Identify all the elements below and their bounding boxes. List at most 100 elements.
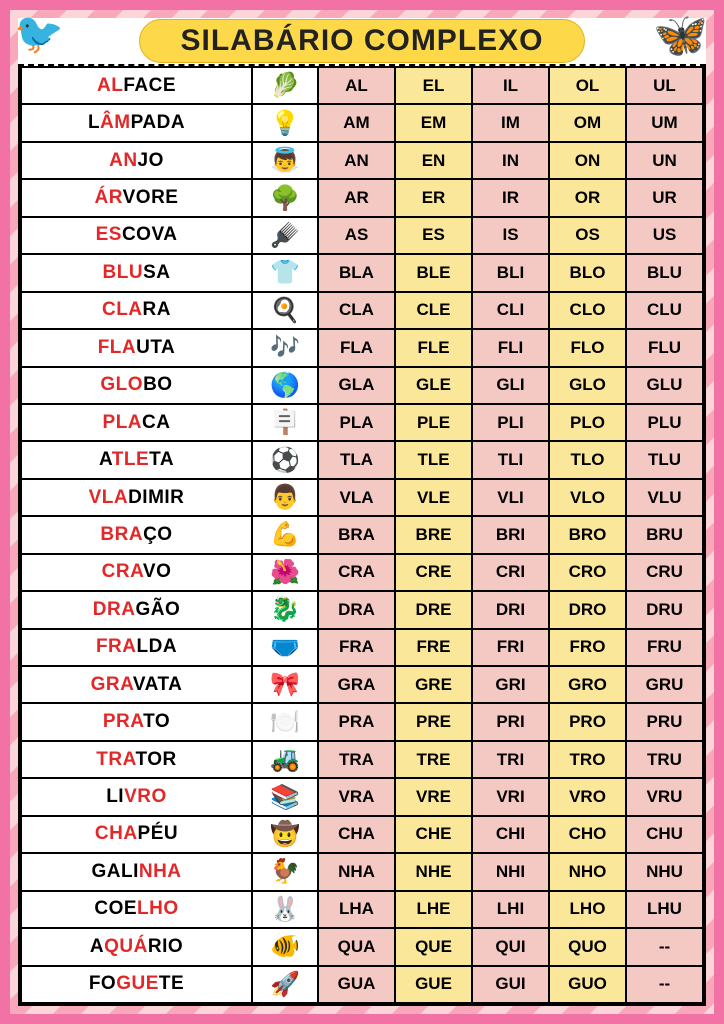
syllable-cell: TLI: [472, 441, 549, 478]
word-highlight: GRA: [91, 674, 133, 695]
word-prefix: A: [99, 449, 112, 470]
syllable-cell: PLO: [549, 404, 626, 441]
syllable-cell: PRU: [626, 703, 703, 740]
word-highlight: TRA: [96, 749, 135, 770]
zigzag-background: 🐦 SILABÁRIO COMPLEXO 🦋 ALFACE🥬ALELILOLUL…: [10, 10, 714, 1014]
syllable-cell: PLE: [395, 404, 472, 441]
syllable-cell: CHO: [549, 816, 626, 853]
word-highlight: CLA: [102, 299, 143, 320]
syllable-cell: TLE: [395, 441, 472, 478]
syllable-cell: GRA: [318, 666, 395, 703]
word-highlight: GLO: [100, 374, 143, 395]
syllable-cell: FRI: [472, 629, 549, 666]
syllable-cell: PRO: [549, 703, 626, 740]
word-icon: 🌎: [252, 367, 318, 404]
syllable-cell: LHI: [472, 891, 549, 928]
table-row: ANJO👼ANENINONUN: [21, 142, 703, 179]
syllable-cell: LHE: [395, 891, 472, 928]
word-cell: ATLETA: [21, 441, 252, 478]
table-row: BLUSA👕BLABLEBLIBLOBLU: [21, 254, 703, 291]
word-rest: CA: [142, 412, 170, 433]
word-cell: CHAPÉU: [21, 816, 252, 853]
syllable-cell: GRO: [549, 666, 626, 703]
syllable-cell: OL: [549, 67, 626, 104]
syllable-cell: CHI: [472, 816, 549, 853]
word-rest: DIMIR: [128, 487, 184, 508]
syllable-cell: BRE: [395, 516, 472, 553]
syllable-cell: NHU: [626, 853, 703, 890]
syllable-cell: NHA: [318, 853, 395, 890]
syllable-cell: GUO: [549, 966, 626, 1004]
syllable-cell: TRU: [626, 741, 703, 778]
word-icon: 🪧: [252, 404, 318, 441]
word-rest: TE: [159, 973, 184, 994]
word-highlight: QUÁ: [104, 936, 148, 957]
word-icon: 📚: [252, 778, 318, 815]
word-cell: AQUÁRIO: [21, 928, 252, 965]
word-icon: 🤠: [252, 816, 318, 853]
word-cell: FLAUTA: [21, 329, 252, 366]
word-prefix: FO: [89, 973, 116, 994]
word-highlight: CRA: [102, 561, 143, 582]
word-icon: 🪮: [252, 217, 318, 254]
word-highlight: CHA: [95, 823, 138, 844]
word-highlight: LHO: [137, 898, 179, 919]
syllable-cell: EN: [395, 142, 472, 179]
word-highlight: FRA: [96, 636, 137, 657]
word-rest: BO: [143, 374, 173, 395]
syllable-cell: NHO: [549, 853, 626, 890]
word-rest: COVA: [122, 224, 177, 245]
table-row: ATLETA⚽TLATLETLITLOTLU: [21, 441, 703, 478]
syllable-cell: ER: [395, 179, 472, 216]
syllable-cell: AR: [318, 179, 395, 216]
syllable-cell: BLU: [626, 254, 703, 291]
word-rest: VORE: [123, 187, 179, 208]
syllable-cell: BLO: [549, 254, 626, 291]
syllable-cell: BLE: [395, 254, 472, 291]
table-row: GLOBO🌎GLAGLEGLIGLOGLU: [21, 367, 703, 404]
syllable-cell: PLI: [472, 404, 549, 441]
syllable-cell: DRE: [395, 591, 472, 628]
word-cell: FRALDA: [21, 629, 252, 666]
word-rest: RA: [143, 299, 171, 320]
syllable-cell: LHA: [318, 891, 395, 928]
syllable-cell: GLO: [549, 367, 626, 404]
word-cell: GRAVATA: [21, 666, 252, 703]
syllable-cell: NHI: [472, 853, 549, 890]
word-icon: 🐠: [252, 928, 318, 965]
word-rest: GÃO: [135, 599, 180, 620]
word-icon: 🚜: [252, 741, 318, 778]
syllable-cell: FRO: [549, 629, 626, 666]
table-row: FLAUTA🎶FLAFLEFLIFLOFLU: [21, 329, 703, 366]
syllable-cell: EL: [395, 67, 472, 104]
syllable-cell: QUA: [318, 928, 395, 965]
syllable-cell: FRU: [626, 629, 703, 666]
syllable-cell: OS: [549, 217, 626, 254]
syllable-cell: GUE: [395, 966, 472, 1004]
syllable-cell: UM: [626, 104, 703, 141]
word-highlight: PRA: [103, 711, 143, 732]
word-cell: LIVRO: [21, 778, 252, 815]
syllable-cell: GLU: [626, 367, 703, 404]
word-cell: LÂMPADA: [21, 104, 252, 141]
word-icon: 👼: [252, 142, 318, 179]
syllable-cell: IR: [472, 179, 549, 216]
word-highlight: ES: [96, 224, 122, 245]
word-cell: CRAVO: [21, 554, 252, 591]
word-cell: ALFACE: [21, 67, 252, 104]
word-icon: 🎶: [252, 329, 318, 366]
syllable-cell: LHO: [549, 891, 626, 928]
table-row: BRAÇO💪BRABREBRIBROBRU: [21, 516, 703, 553]
table-row: CHAPÉU🤠CHACHECHICHOCHU: [21, 816, 703, 853]
syllable-cell: FLO: [549, 329, 626, 366]
butterfly-icon: 🦋: [653, 14, 708, 58]
syllable-cell: AS: [318, 217, 395, 254]
syllable-cell: IN: [472, 142, 549, 179]
word-prefix: LI: [106, 786, 124, 807]
syllable-cell: TLA: [318, 441, 395, 478]
syllable-cell: PLU: [626, 404, 703, 441]
syllable-cell: VLU: [626, 479, 703, 516]
word-cell: BLUSA: [21, 254, 252, 291]
syllable-cell: GLE: [395, 367, 472, 404]
syllable-cell: VRO: [549, 778, 626, 815]
